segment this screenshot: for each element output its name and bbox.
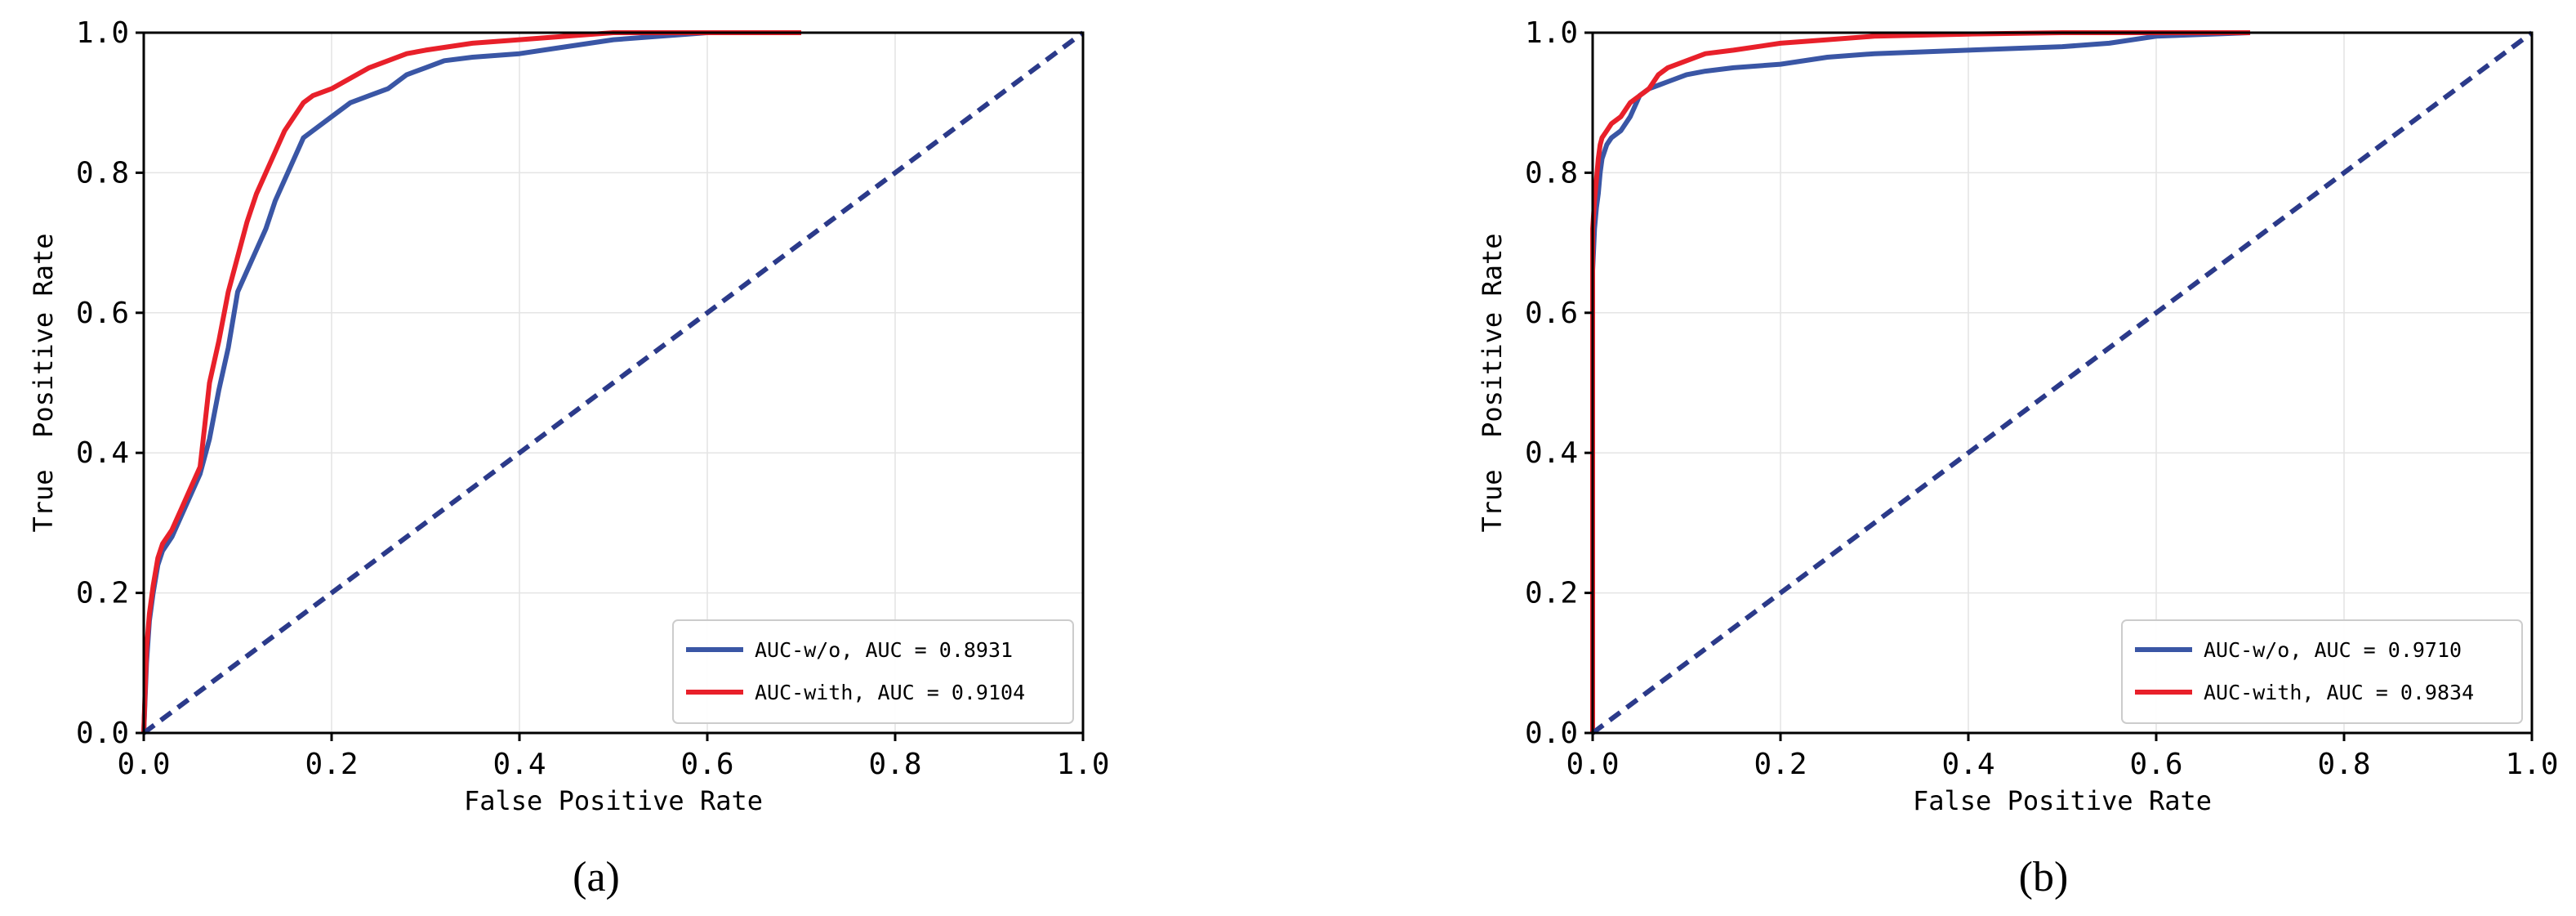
legend-label-2: AUC-with, AUC = 0.9834 [2204,681,2474,704]
x-tick-label: 0.4 [1941,748,1994,781]
x-tick-label: 0.2 [1754,748,1807,781]
y-tick-label: 0.4 [76,436,129,470]
x-tick-label: 1.0 [2505,748,2558,781]
plot-frame [1591,31,2534,735]
legend-box [2121,619,2523,724]
x-tick-label: 0.0 [1566,748,1619,781]
legend: AUC-w/o, AUC = 0.9710 AUC-with, AUC = 0.9… [2121,619,2523,724]
legend-label-1: AUC-w/o, AUC = 0.9710 [2204,638,2462,662]
y-tick-label: 0.6 [1525,297,1578,330]
chart-panel-b: 0.0 0.2 0.4 0.6 0.8 1.0 0.0 0.2 0.4 0.6 0.8 1.0 Fals… [1477,16,2559,900]
x-tick-label: 0.8 [868,748,921,781]
y-tick-label: 0.8 [76,156,129,190]
y-tick-label: 0.2 [76,577,129,610]
legend-label-2: AUC-with, AUC = 0.9104 [755,681,1025,704]
panel-caption: (a) [573,854,620,900]
x-tick-label: 0.6 [2129,748,2182,781]
legend-box [672,619,1074,724]
x-tick-label: 0.4 [492,748,546,781]
x-tick-label: 1.0 [1056,748,1109,781]
y-tick-label: 0.8 [1525,156,1578,190]
y-axis-title: True Positive Rate [1477,233,1508,532]
y-tick-label: 0.4 [1525,436,1578,470]
roc-series-line-1 [141,30,801,734]
x-tick-label: 0.8 [2317,748,2370,781]
x-tick-label: 0.6 [680,748,733,781]
chart-panel-a: 0.0 0.2 0.4 0.6 0.8 1.0 0.0 0.2 0.4 0.6 0.8 1.0 Fals… [28,16,1110,900]
x-tick-label: 0.0 [117,748,170,781]
roc-series-line-2 [1590,30,2250,733]
y-tick-label: 0.6 [76,297,129,330]
y-tick-label: 1.0 [76,16,129,50]
x-axis-title: False Positive Rate [464,785,763,816]
chance-diagonal-line [1591,30,2534,735]
roc-series-line-2 [141,30,801,734]
plot-frame [142,31,1085,735]
x-axis-title: False Positive Rate [1913,785,2212,816]
y-tick-label: 1.0 [1525,16,1578,50]
x-tick-label: 0.2 [305,748,358,781]
legend-label-1: AUC-w/o, AUC = 0.8931 [755,638,1013,662]
y-tick-label: 0.0 [1525,717,1578,750]
y-tick-label: 0.0 [76,717,129,750]
panel-caption: (b) [2019,854,2069,900]
chance-diagonal-line [142,30,1085,735]
y-tick-label: 0.2 [1525,577,1578,610]
y-axis-title: True Positive Rate [28,233,59,532]
legend: AUC-w/o, AUC = 0.8931 AUC-with, AUC = 0.9… [672,619,1074,724]
